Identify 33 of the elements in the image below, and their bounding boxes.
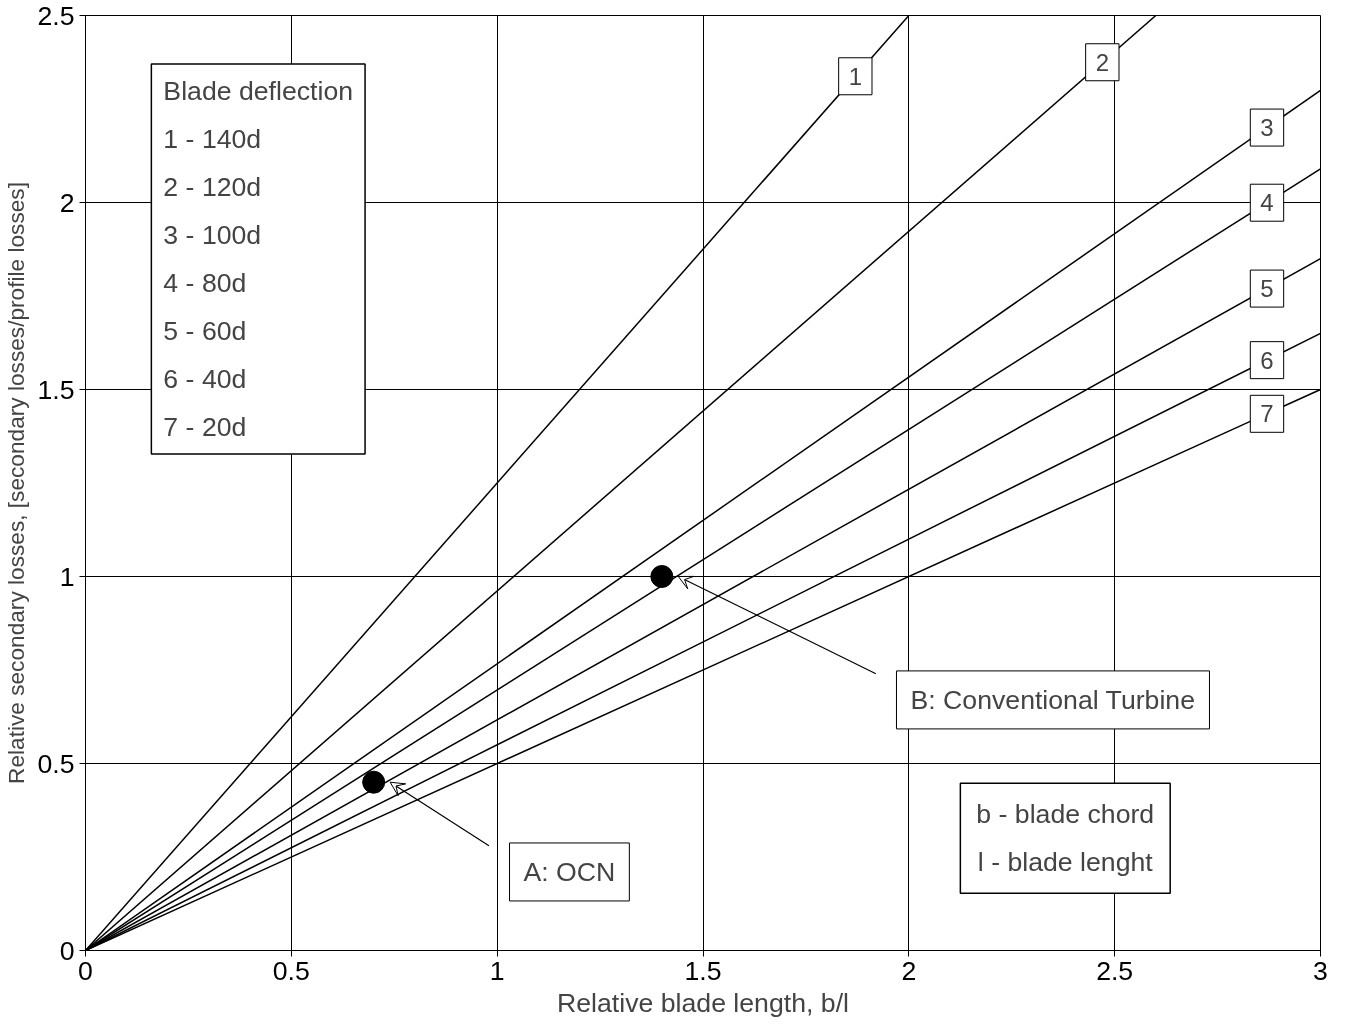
annotation: B: Conventional Turbine	[910, 684, 1195, 715]
annotation: l - blade lenght	[977, 847, 1154, 878]
x-tick-label: 3	[1313, 955, 1328, 986]
y-tick-label: 0.5	[37, 748, 75, 779]
x-tick-label: 1.5	[684, 955, 722, 986]
annotation: 4 - 80d	[163, 268, 247, 299]
annotation: 3 - 100d	[163, 220, 262, 251]
annotation: b - blade chord	[976, 799, 1155, 830]
series-label: 6	[1260, 346, 1274, 374]
y-tick-label: 1.5	[37, 374, 75, 405]
y-tick-label: 1	[59, 561, 75, 592]
x-tick-label: 0.5	[272, 955, 310, 986]
annotation: 2 - 120d	[163, 172, 262, 203]
series-label: 3	[1260, 114, 1274, 142]
series-label: 1	[848, 62, 862, 90]
legend-label: 7	[1260, 400, 1274, 428]
annotation: 6 - 40d	[163, 364, 247, 395]
series-label: 4	[1260, 189, 1274, 217]
annotation: 5 - 60d	[163, 316, 247, 347]
y-axis-title: Relative secondary losses, [secondary losses/profile losses]	[3, 182, 30, 784]
series-label: 2	[1095, 48, 1109, 76]
x-tick-label: 2.5	[1096, 955, 1134, 986]
y-tick-label: 2	[59, 187, 75, 218]
annotation: Blade deflection	[163, 76, 354, 107]
y-tick-label: 0	[59, 935, 75, 966]
x-tick-label: 1	[489, 955, 505, 986]
annotation: 1 - 140d	[163, 124, 262, 155]
x-tick-label: 2	[901, 955, 917, 986]
annotation: 7 - 20d	[163, 412, 247, 443]
x-axis-title: Relative blade length, b/l	[557, 987, 849, 1018]
y-tick-label: 2.5	[37, 0, 75, 31]
annotation: A: OCN	[523, 856, 616, 887]
series-label: 5	[1260, 275, 1274, 303]
